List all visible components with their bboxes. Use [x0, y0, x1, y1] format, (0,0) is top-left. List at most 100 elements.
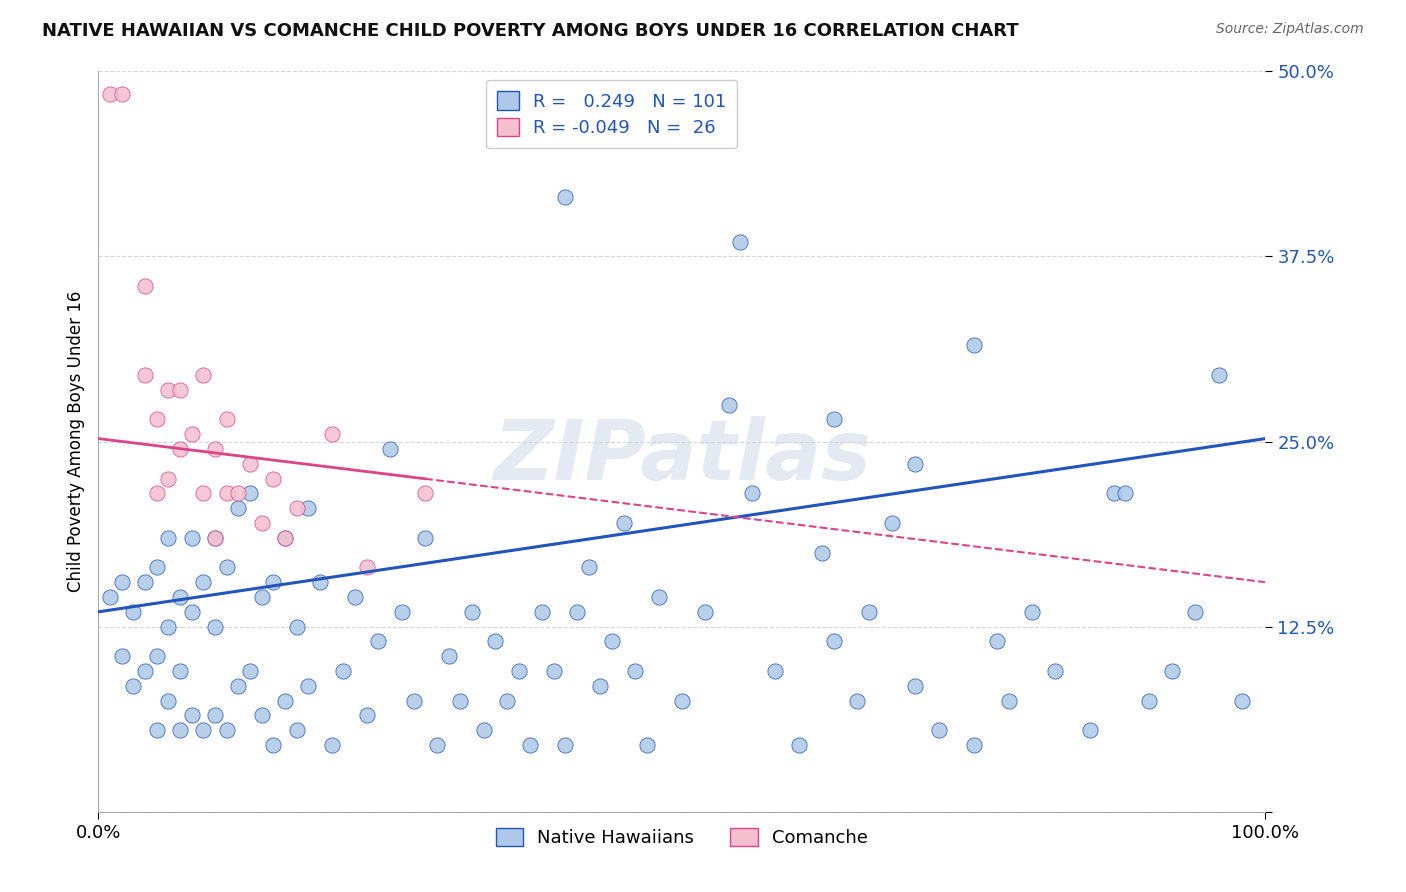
Point — [413, 531, 436, 545]
Point — [250, 590, 273, 604]
Point — [122, 605, 145, 619]
Point — [332, 664, 354, 678]
Point — [239, 664, 262, 678]
Point — [193, 723, 215, 738]
Point — [134, 664, 156, 678]
Point — [321, 738, 343, 752]
Point — [274, 531, 297, 545]
Point — [986, 634, 1008, 648]
Point — [274, 694, 297, 708]
Point — [111, 87, 134, 101]
Point — [730, 235, 752, 249]
Point — [1102, 486, 1125, 500]
Point — [134, 575, 156, 590]
Point — [449, 694, 471, 708]
Point — [530, 605, 553, 619]
Text: Source: ZipAtlas.com: Source: ZipAtlas.com — [1216, 22, 1364, 37]
Point — [647, 590, 669, 604]
Point — [402, 694, 425, 708]
Point — [285, 723, 308, 738]
Point — [624, 664, 647, 678]
Point — [823, 412, 845, 426]
Text: ZIPatlas: ZIPatlas — [494, 416, 870, 497]
Point — [215, 560, 238, 574]
Point — [519, 738, 541, 752]
Point — [823, 634, 845, 648]
Point — [554, 738, 576, 752]
Point — [787, 738, 810, 752]
Point — [146, 412, 169, 426]
Point — [180, 605, 202, 619]
Point — [146, 649, 169, 664]
Y-axis label: Child Poverty Among Boys Under 16: Child Poverty Among Boys Under 16 — [66, 291, 84, 592]
Point — [204, 708, 226, 723]
Point — [904, 457, 927, 471]
Point — [811, 546, 834, 560]
Point — [367, 634, 389, 648]
Point — [356, 708, 378, 723]
Point — [309, 575, 332, 590]
Point — [636, 738, 658, 752]
Point — [228, 486, 250, 500]
Point — [413, 486, 436, 500]
Point — [262, 471, 284, 485]
Point — [543, 664, 565, 678]
Point — [763, 664, 786, 678]
Point — [741, 486, 763, 500]
Text: NATIVE HAWAIIAN VS COMANCHE CHILD POVERTY AMONG BOYS UNDER 16 CORRELATION CHART: NATIVE HAWAIIAN VS COMANCHE CHILD POVERT… — [42, 22, 1019, 40]
Point — [426, 738, 449, 752]
Point — [1021, 605, 1043, 619]
Point — [496, 694, 519, 708]
Point — [565, 605, 588, 619]
Point — [193, 486, 215, 500]
Point — [111, 649, 134, 664]
Point — [274, 531, 297, 545]
Point — [508, 664, 530, 678]
Point — [169, 590, 191, 604]
Point — [204, 531, 226, 545]
Point — [1184, 605, 1206, 619]
Point — [297, 501, 319, 516]
Point — [250, 516, 273, 530]
Point — [146, 723, 169, 738]
Point — [1161, 664, 1184, 678]
Point — [193, 368, 215, 382]
Point — [250, 708, 273, 723]
Point — [846, 694, 869, 708]
Point — [578, 560, 600, 574]
Point — [997, 694, 1019, 708]
Point — [962, 738, 984, 752]
Point — [157, 619, 180, 633]
Point — [239, 486, 262, 500]
Point — [285, 619, 308, 633]
Point — [239, 457, 262, 471]
Point — [391, 605, 413, 619]
Point — [98, 590, 121, 604]
Point — [437, 649, 460, 664]
Point — [98, 87, 121, 101]
Point — [321, 427, 343, 442]
Point — [1137, 694, 1160, 708]
Point — [904, 679, 927, 693]
Point — [461, 605, 484, 619]
Point — [695, 605, 717, 619]
Point — [1114, 486, 1136, 500]
Point — [600, 634, 623, 648]
Point — [484, 634, 506, 648]
Point — [169, 383, 191, 397]
Point — [134, 368, 156, 382]
Point — [157, 471, 180, 485]
Point — [146, 560, 169, 574]
Point — [858, 605, 880, 619]
Point — [262, 738, 284, 752]
Point — [180, 708, 202, 723]
Point — [204, 442, 226, 456]
Point — [1080, 723, 1102, 738]
Point — [157, 531, 180, 545]
Point — [554, 190, 576, 204]
Legend: Native Hawaiians, Comanche: Native Hawaiians, Comanche — [489, 821, 875, 855]
Point — [880, 516, 903, 530]
Point — [717, 398, 740, 412]
Point — [169, 723, 191, 738]
Point — [157, 383, 180, 397]
